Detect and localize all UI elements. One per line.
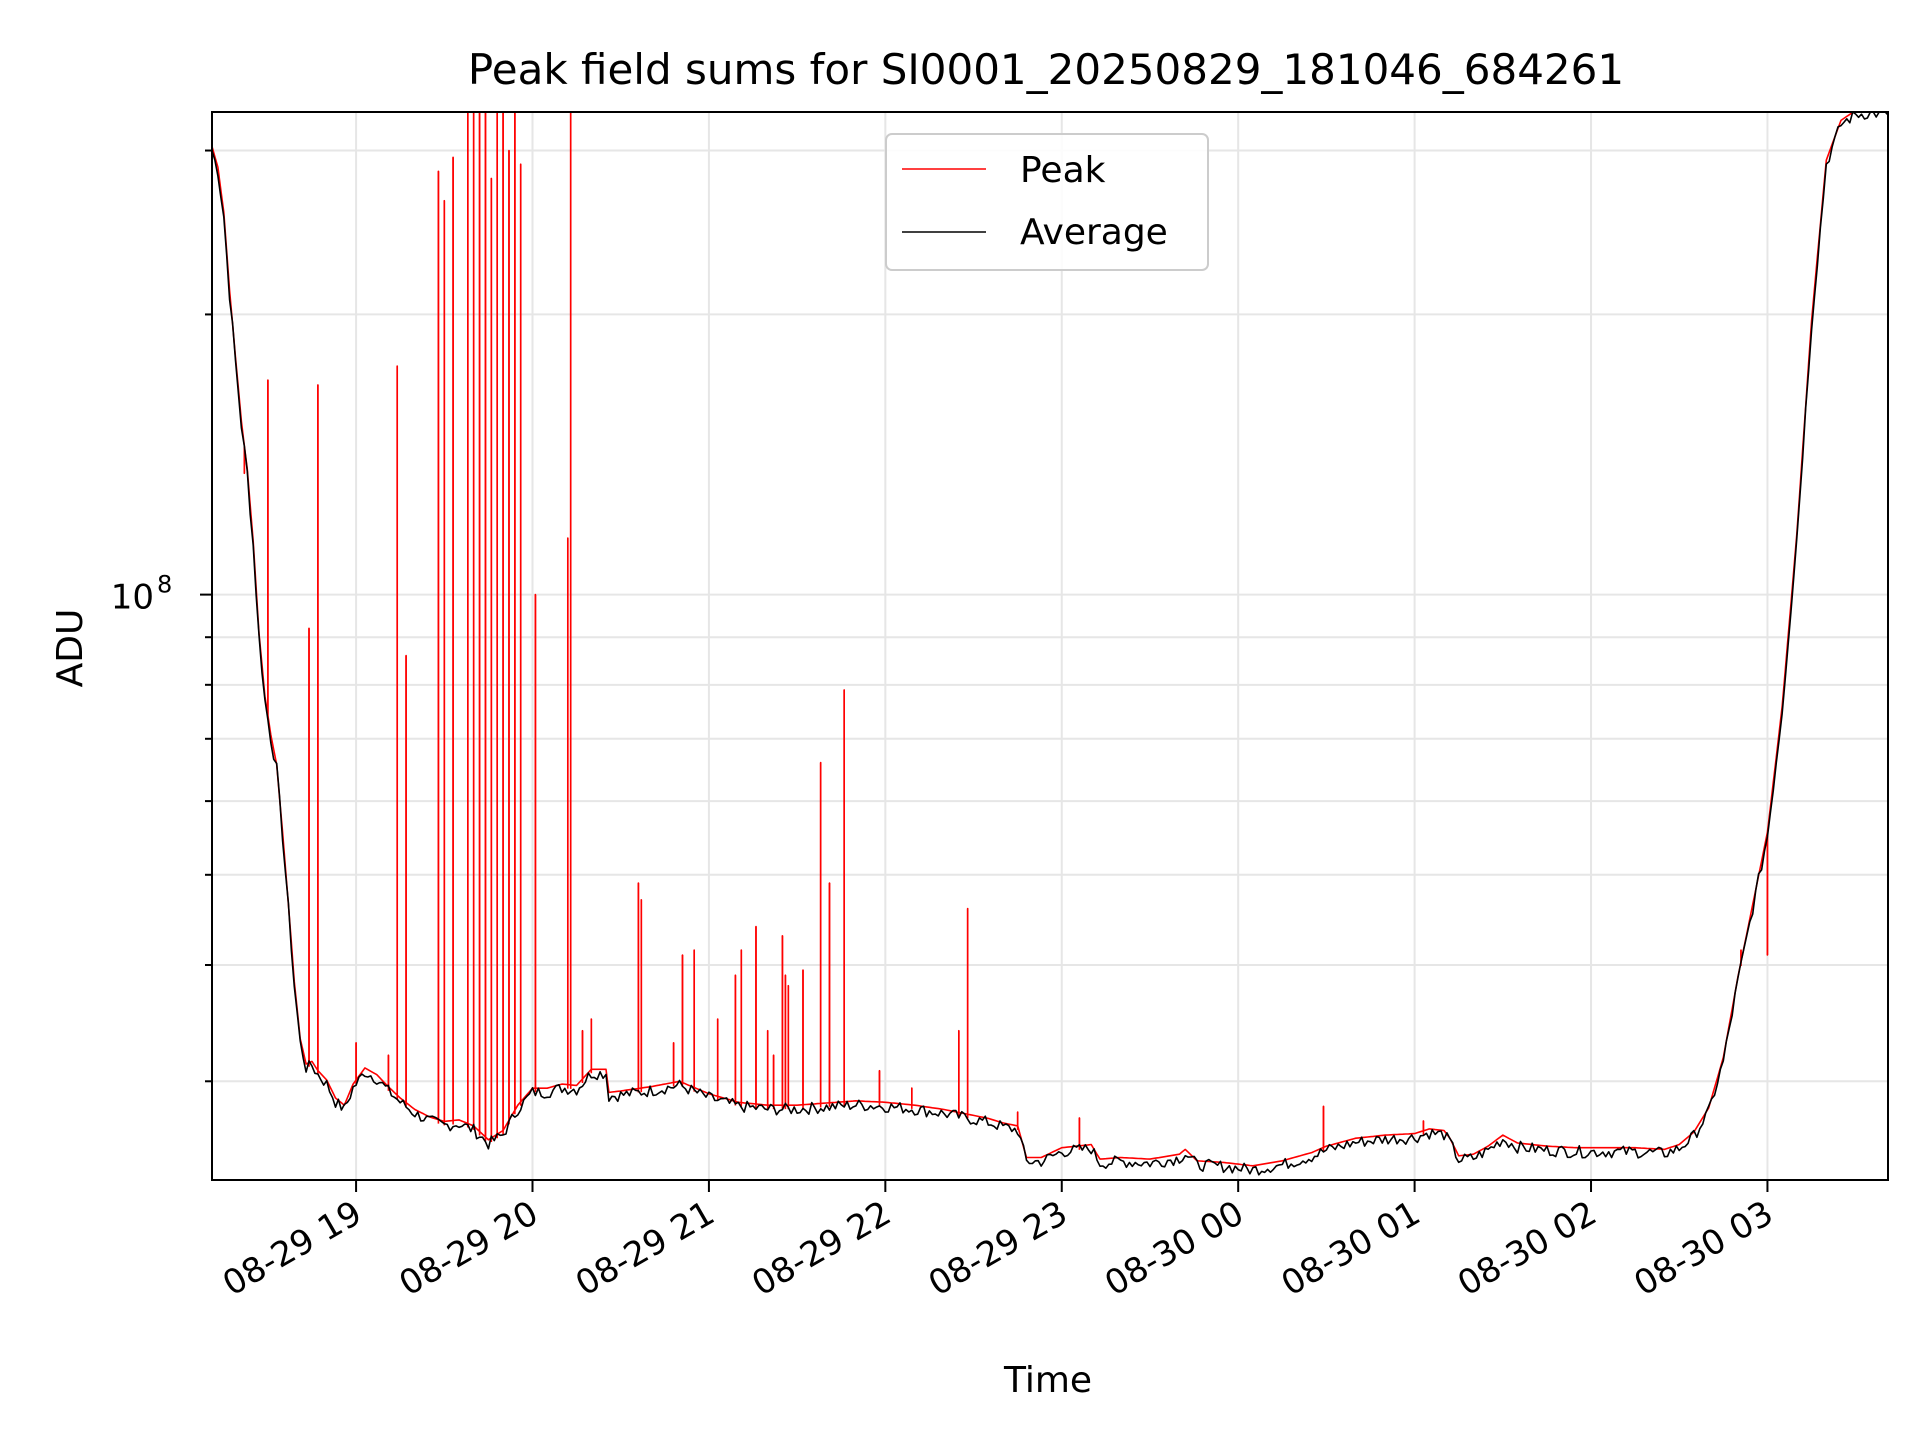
y-tick-label: 10	[111, 578, 154, 618]
legend-box	[885, 133, 1209, 271]
plot-frame	[211, 111, 1889, 1181]
legend-label-average: Average	[1020, 212, 1168, 253]
legend-label-peak: Peak	[1020, 150, 1106, 191]
y-axis-label: ADU	[50, 609, 91, 688]
grid-lines	[212, 112, 1888, 1180]
y-tick-label-exponent: 8	[157, 571, 172, 599]
series-line-average	[211, 111, 1889, 1176]
x-axis-label: Time	[1003, 1360, 1092, 1401]
legend: Peak Average	[885, 133, 1209, 271]
plot-area	[211, 111, 1889, 1176]
y-axis: 10 8	[111, 149, 212, 1083]
chart-title: Peak field sums for SI0001_20250829_1810…	[468, 45, 1624, 94]
